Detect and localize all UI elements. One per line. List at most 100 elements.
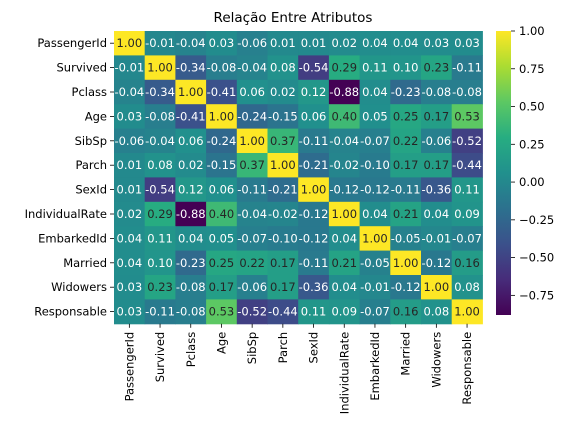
heatmap-cell-10-10 [421, 275, 453, 300]
heatmap-cell-2-10 [421, 79, 453, 105]
cell-value-2-1: -0.34 [145, 85, 175, 99]
cell-value-5-9: 0.17 [393, 158, 419, 172]
cell-value-9-2: -0.23 [176, 256, 206, 270]
y-axis-labels: PassengerId Survived Pclass Age SibSp Parch Se… [25, 36, 114, 319]
heatmap-cell-4-2 [175, 128, 207, 154]
heatmap-cell-5-7 [328, 153, 361, 178]
heatmap-cell-4-1 [144, 128, 176, 154]
heatmap-cell-3-6 [298, 104, 330, 130]
cell-value-7-2: -0.88 [176, 207, 206, 221]
cell-value-2-8: 0.04 [362, 85, 388, 99]
heatmap-cell-9-11 [451, 250, 483, 276]
heatmap-cell-5-6 [298, 153, 330, 178]
cell-value-0-3: 0.03 [209, 36, 235, 50]
cell-value-11-5: -0.44 [268, 305, 298, 319]
heatmap-cell-7-3 [206, 201, 238, 227]
colorbar: 1.00 0.75 0.50 0.25 0.00 −0.25 −0.50 −0.75 [496, 24, 554, 315]
heatmap-cell-10-6 [298, 275, 330, 300]
heatmap-cell-2-7 [328, 79, 361, 105]
cell-value-2-3: -0.41 [207, 85, 237, 99]
x-label-PassengerId: PassengerId [122, 332, 136, 402]
cell-value-4-5: 0.37 [270, 134, 296, 148]
cell-value-4-3: -0.24 [207, 134, 237, 148]
cell-value-5-7: -0.02 [329, 158, 359, 172]
cell-value-1-9: 0.10 [393, 61, 419, 75]
cell-value-7-0: 0.02 [117, 207, 143, 221]
heatmap-cell-9-0 [114, 250, 146, 276]
cell-value-6-8: -0.12 [360, 183, 390, 197]
cell-value-3-5: -0.15 [268, 109, 298, 123]
x-label-Age: Age [214, 332, 228, 354]
heatmap-cell-0-5 [267, 31, 299, 56]
cell-value-10-5: 0.17 [270, 280, 296, 294]
cell-value-10-7: 0.04 [331, 280, 357, 294]
cell-value-8-1: 0.11 [147, 231, 173, 245]
cell-value-3-6: 0.06 [301, 109, 327, 123]
cell-value-9-8: -0.05 [360, 256, 390, 270]
cell-value-1-6: -0.54 [299, 61, 329, 75]
y-label-Married: Married [63, 256, 107, 270]
heatmap-cell-2-8 [359, 79, 391, 105]
cell-value-10-8: -0.01 [360, 280, 390, 294]
x-label-Widowers: Widowers [429, 332, 443, 388]
heatmap-cell-6-0 [114, 177, 146, 203]
heatmap-cell-10-7 [328, 275, 361, 300]
cell-value-11-4: -0.52 [237, 305, 267, 319]
cell-value-4-8: -0.07 [360, 134, 390, 148]
heatmap-cell-11-2 [175, 299, 207, 325]
y-label-EmbarkedId: EmbarkedId [38, 231, 107, 245]
heatmap-cell-4-11 [451, 128, 483, 154]
heatmap-cell-2-0 [114, 79, 146, 105]
cell-value-2-11: -0.08 [452, 85, 482, 99]
y-label-PassengerId: PassengerId [37, 36, 107, 50]
colorbar-label-3: 0.25 [519, 137, 545, 151]
heatmap-cell-10-5 [267, 275, 299, 300]
cell-value-2-5: 0.02 [270, 85, 296, 99]
cell-value-5-0: 0.01 [117, 158, 143, 172]
cell-value-9-4: 0.22 [239, 256, 265, 270]
cell-value-9-9: 1.00 [393, 256, 419, 270]
cell-value-11-3: 0.53 [209, 305, 235, 319]
heatmap-cell-8-4 [236, 226, 268, 252]
cell-value-5-2: 0.02 [178, 158, 204, 172]
heatmap-cell-10-8 [359, 275, 391, 300]
cell-value-2-2: 1.00 [178, 85, 204, 99]
cell-value-5-8: -0.10 [360, 158, 390, 172]
cell-value-3-10: 0.17 [424, 109, 450, 123]
heatmap-cell-8-3 [206, 226, 238, 252]
y-label-Responsable: Responsable [34, 305, 107, 319]
heatmap-cell-7-1 [144, 201, 176, 227]
cell-value-10-1: 0.23 [147, 280, 173, 294]
y-label-Widowers: Widowers [51, 280, 107, 294]
heatmap-cell-8-2 [175, 226, 207, 252]
cell-value-2-6: 0.12 [301, 85, 327, 99]
cell-value-6-9: -0.11 [391, 183, 421, 197]
heatmap-cell-8-5 [267, 226, 299, 252]
cell-value-5-1: 0.08 [147, 158, 173, 172]
y-label-Age: Age [85, 109, 107, 123]
heatmap-cell-11-0 [114, 299, 146, 325]
heatmap-cell-9-9 [390, 250, 422, 276]
heatmap-cell-10-11 [451, 275, 483, 300]
cell-value-10-3: 0.17 [209, 280, 235, 294]
colorbar-label-2: 0.50 [519, 100, 545, 114]
cell-value-5-4: 0.37 [239, 158, 265, 172]
heatmap-cell-8-8 [359, 226, 391, 252]
cell-value-6-5: -0.21 [268, 183, 298, 197]
cell-value-0-11: 0.03 [454, 36, 480, 50]
y-label-SibSp: SibSp [75, 134, 107, 148]
x-label-SexId: SexId [307, 332, 321, 364]
heatmap-cell-4-4 [236, 128, 268, 154]
cell-value-10-10: 1.00 [424, 280, 450, 294]
heatmap-cell-7-7 [328, 201, 361, 227]
heatmap-cell-1-1 [144, 55, 176, 81]
cell-value-1-10: 0.23 [424, 61, 450, 75]
heatmap-cell-11-7 [328, 299, 361, 325]
heatmap-cell-3-0 [114, 104, 146, 130]
cell-value-7-10: 0.04 [424, 207, 450, 221]
cell-value-0-2: -0.04 [176, 36, 206, 50]
cell-value-7-8: 0.04 [362, 207, 388, 221]
cell-value-1-7: 0.29 [331, 61, 357, 75]
cell-value-2-10: -0.08 [421, 85, 451, 99]
cell-value-1-2: -0.34 [176, 61, 206, 75]
